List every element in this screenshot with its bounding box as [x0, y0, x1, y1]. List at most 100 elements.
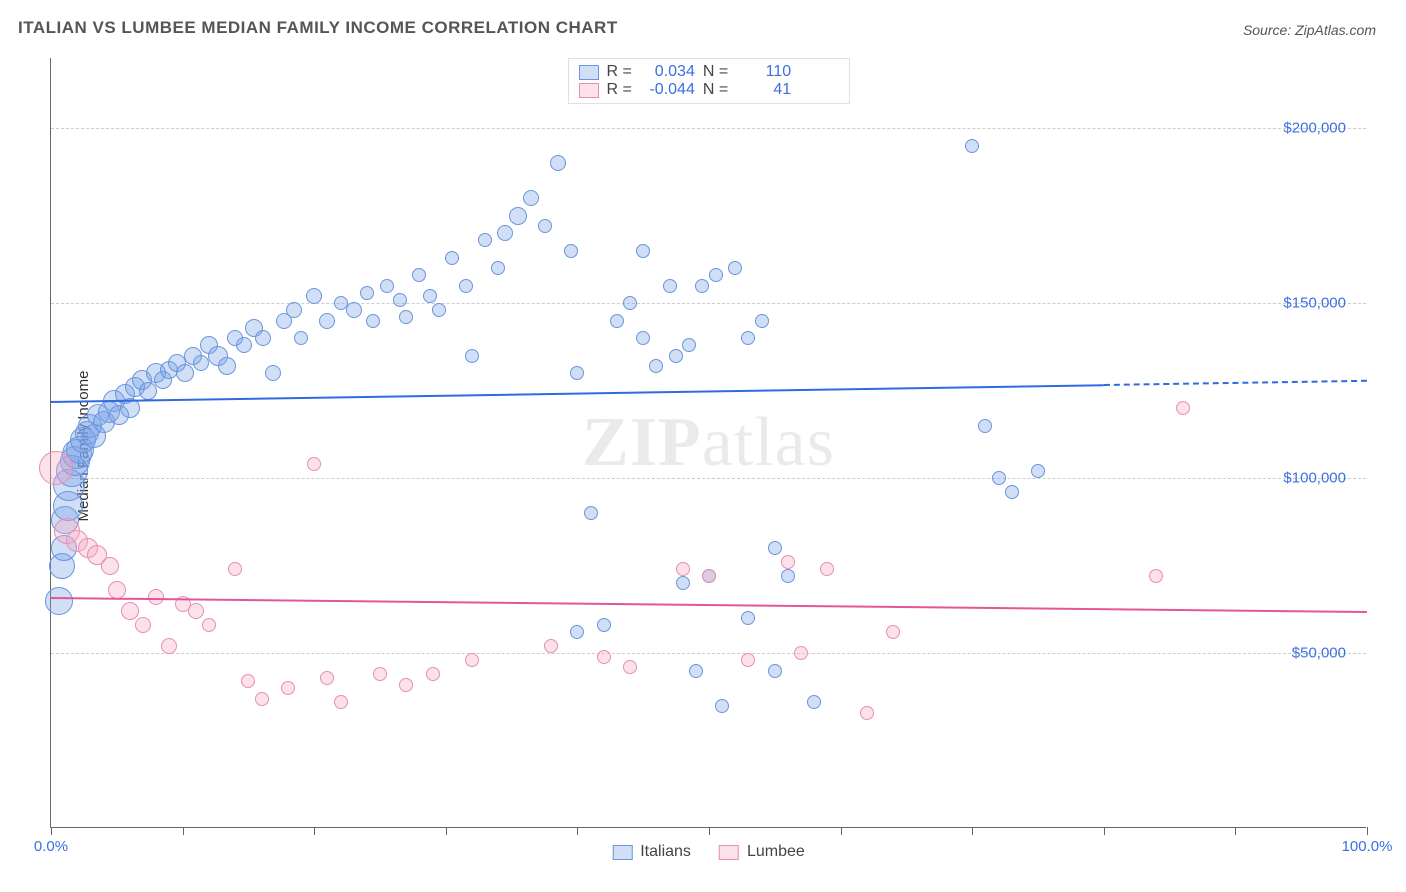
x-tick — [51, 827, 52, 835]
data-point-lumbee — [320, 671, 334, 685]
data-point-italians — [755, 314, 769, 328]
data-point-italians — [176, 364, 194, 382]
gridline-h — [51, 303, 1366, 304]
data-point-italians — [465, 349, 479, 363]
data-point-italians — [393, 293, 407, 307]
data-point-italians — [360, 286, 374, 300]
data-point-italians — [728, 261, 742, 275]
data-point-italians — [306, 288, 322, 304]
data-point-lumbee — [307, 457, 321, 471]
regression-line-lumbee — [51, 597, 1367, 613]
data-point-italians — [682, 338, 696, 352]
chart-title: ITALIAN VS LUMBEE MEDIAN FAMILY INCOME C… — [18, 18, 618, 38]
data-point-italians — [497, 225, 513, 241]
x-tick-label: 100.0% — [1342, 838, 1393, 855]
data-point-lumbee — [101, 557, 119, 575]
data-point-lumbee — [108, 581, 126, 599]
legend-stats-row-lumbee: R = -0.044 N = 41 — [579, 81, 839, 99]
r-value-lumbee: -0.044 — [640, 81, 695, 99]
data-point-lumbee — [1149, 569, 1163, 583]
legend-stats: R = 0.034 N = 110 R = -0.044 N = 41 — [568, 58, 850, 104]
data-point-italians — [193, 355, 209, 371]
data-point-italians — [709, 268, 723, 282]
x-tick — [446, 827, 447, 835]
data-point-italians — [445, 251, 459, 265]
data-point-lumbee — [281, 681, 295, 695]
data-point-lumbee — [188, 603, 204, 619]
data-point-italians — [992, 471, 1006, 485]
data-point-lumbee — [886, 625, 900, 639]
legend-item-italians: Italians — [612, 843, 691, 861]
data-point-italians — [412, 268, 426, 282]
swatch-italians — [579, 65, 599, 80]
data-point-italians — [380, 279, 394, 293]
data-point-lumbee — [39, 451, 73, 485]
legend-stats-row-italians: R = 0.034 N = 110 — [579, 63, 839, 81]
data-point-lumbee — [426, 667, 440, 681]
r-label: R = — [607, 63, 632, 81]
gridline-h — [51, 653, 1366, 654]
y-tick-label: $100,000 — [1283, 470, 1346, 487]
data-point-italians — [978, 419, 992, 433]
data-point-lumbee — [228, 562, 242, 576]
data-point-italians — [781, 569, 795, 583]
data-point-italians — [741, 331, 755, 345]
x-tick — [314, 827, 315, 835]
data-point-italians — [478, 233, 492, 247]
r-value-italians: 0.034 — [640, 63, 695, 81]
data-point-italians — [715, 699, 729, 713]
watermark: ZIPatlas — [582, 403, 835, 483]
data-point-italians — [676, 576, 690, 590]
x-tick-label: 0.0% — [34, 838, 68, 855]
data-point-italians — [597, 618, 611, 632]
data-point-italians — [366, 314, 380, 328]
legend-item-lumbee: Lumbee — [719, 843, 805, 861]
data-point-italians — [459, 279, 473, 293]
data-point-italians — [636, 331, 650, 345]
data-point-italians — [236, 337, 252, 353]
data-point-italians — [663, 279, 677, 293]
data-point-lumbee — [820, 562, 834, 576]
legend-series: Italians Lumbee — [612, 843, 805, 861]
data-point-italians — [623, 296, 637, 310]
data-point-italians — [807, 695, 821, 709]
data-point-lumbee — [544, 639, 558, 653]
x-tick — [972, 827, 973, 835]
x-tick — [1104, 827, 1105, 835]
data-point-italians — [965, 139, 979, 153]
data-point-italians — [399, 310, 413, 324]
n-value-lumbee: 41 — [736, 81, 791, 99]
data-point-italians — [509, 207, 527, 225]
regression-line-italians — [51, 384, 1104, 403]
data-point-italians — [294, 331, 308, 345]
data-point-lumbee — [202, 618, 216, 632]
data-point-lumbee — [597, 650, 611, 664]
data-point-italians — [423, 289, 437, 303]
r-label: R = — [607, 81, 632, 99]
n-value-italians: 110 — [736, 63, 791, 81]
data-point-lumbee — [741, 653, 755, 667]
data-point-italians — [491, 261, 505, 275]
gridline-h — [51, 478, 1366, 479]
data-point-italians — [45, 587, 73, 615]
data-point-lumbee — [623, 660, 637, 674]
swatch-italians-icon — [612, 845, 632, 860]
data-point-lumbee — [373, 667, 387, 681]
data-point-lumbee — [148, 589, 164, 605]
data-point-italians — [265, 365, 281, 381]
data-point-italians — [689, 664, 703, 678]
y-tick-label: $200,000 — [1283, 120, 1346, 137]
data-point-italians — [768, 664, 782, 678]
data-point-italians — [768, 541, 782, 555]
data-point-italians — [564, 244, 578, 258]
legend-label-lumbee: Lumbee — [747, 843, 805, 861]
swatch-lumbee-icon — [719, 845, 739, 860]
data-point-italians — [286, 302, 302, 318]
data-point-italians — [432, 303, 446, 317]
data-point-lumbee — [161, 638, 177, 654]
data-point-italians — [1005, 485, 1019, 499]
data-point-italians — [1031, 464, 1045, 478]
data-point-italians — [218, 357, 236, 375]
data-point-italians — [523, 190, 539, 206]
swatch-lumbee — [579, 83, 599, 98]
